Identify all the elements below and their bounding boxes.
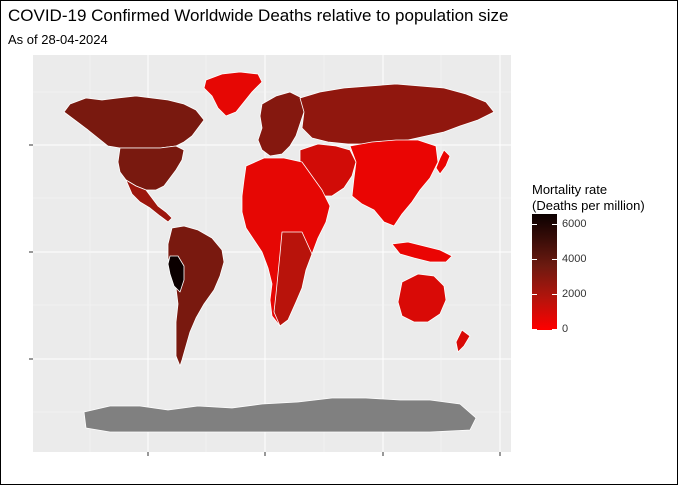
legend-tick-label: 0 [562,323,569,335]
region-peru [167,255,185,293]
legend-tickmark [532,294,557,295]
region-australia [397,273,447,323]
region-canada [63,95,205,149]
region-antarctica [83,397,477,433]
legend-tick-label: 2000 [562,288,587,300]
region-usa [117,145,185,191]
region-southern-africa [273,231,313,327]
legend-tickmark [532,224,557,225]
legend-tickmark [532,259,557,260]
region-mexico [125,179,173,223]
region-europe [257,91,305,157]
region-new-zealand [455,329,471,353]
map-title: COVID-19 Confirmed Worldwide Deaths rela… [8,6,509,25]
map-subtitle: As of 28-04-2024 [8,32,108,47]
legend-title-line2: (Deaths per million) [532,198,645,213]
legend-title-line1: Mortality rate [532,182,608,197]
region-greenland [203,71,263,117]
legend-tick-label: 4000 [562,253,587,265]
axis-ticks [29,144,501,456]
region-russia [299,83,495,145]
region-asia [349,139,439,227]
legend-tickmark [532,329,557,330]
region-sea-islands [391,241,453,263]
region-japan [435,149,451,175]
legend-tick-label: 6000 [562,218,587,230]
country-shapes [63,71,495,433]
legend-colorbar [532,214,557,330]
